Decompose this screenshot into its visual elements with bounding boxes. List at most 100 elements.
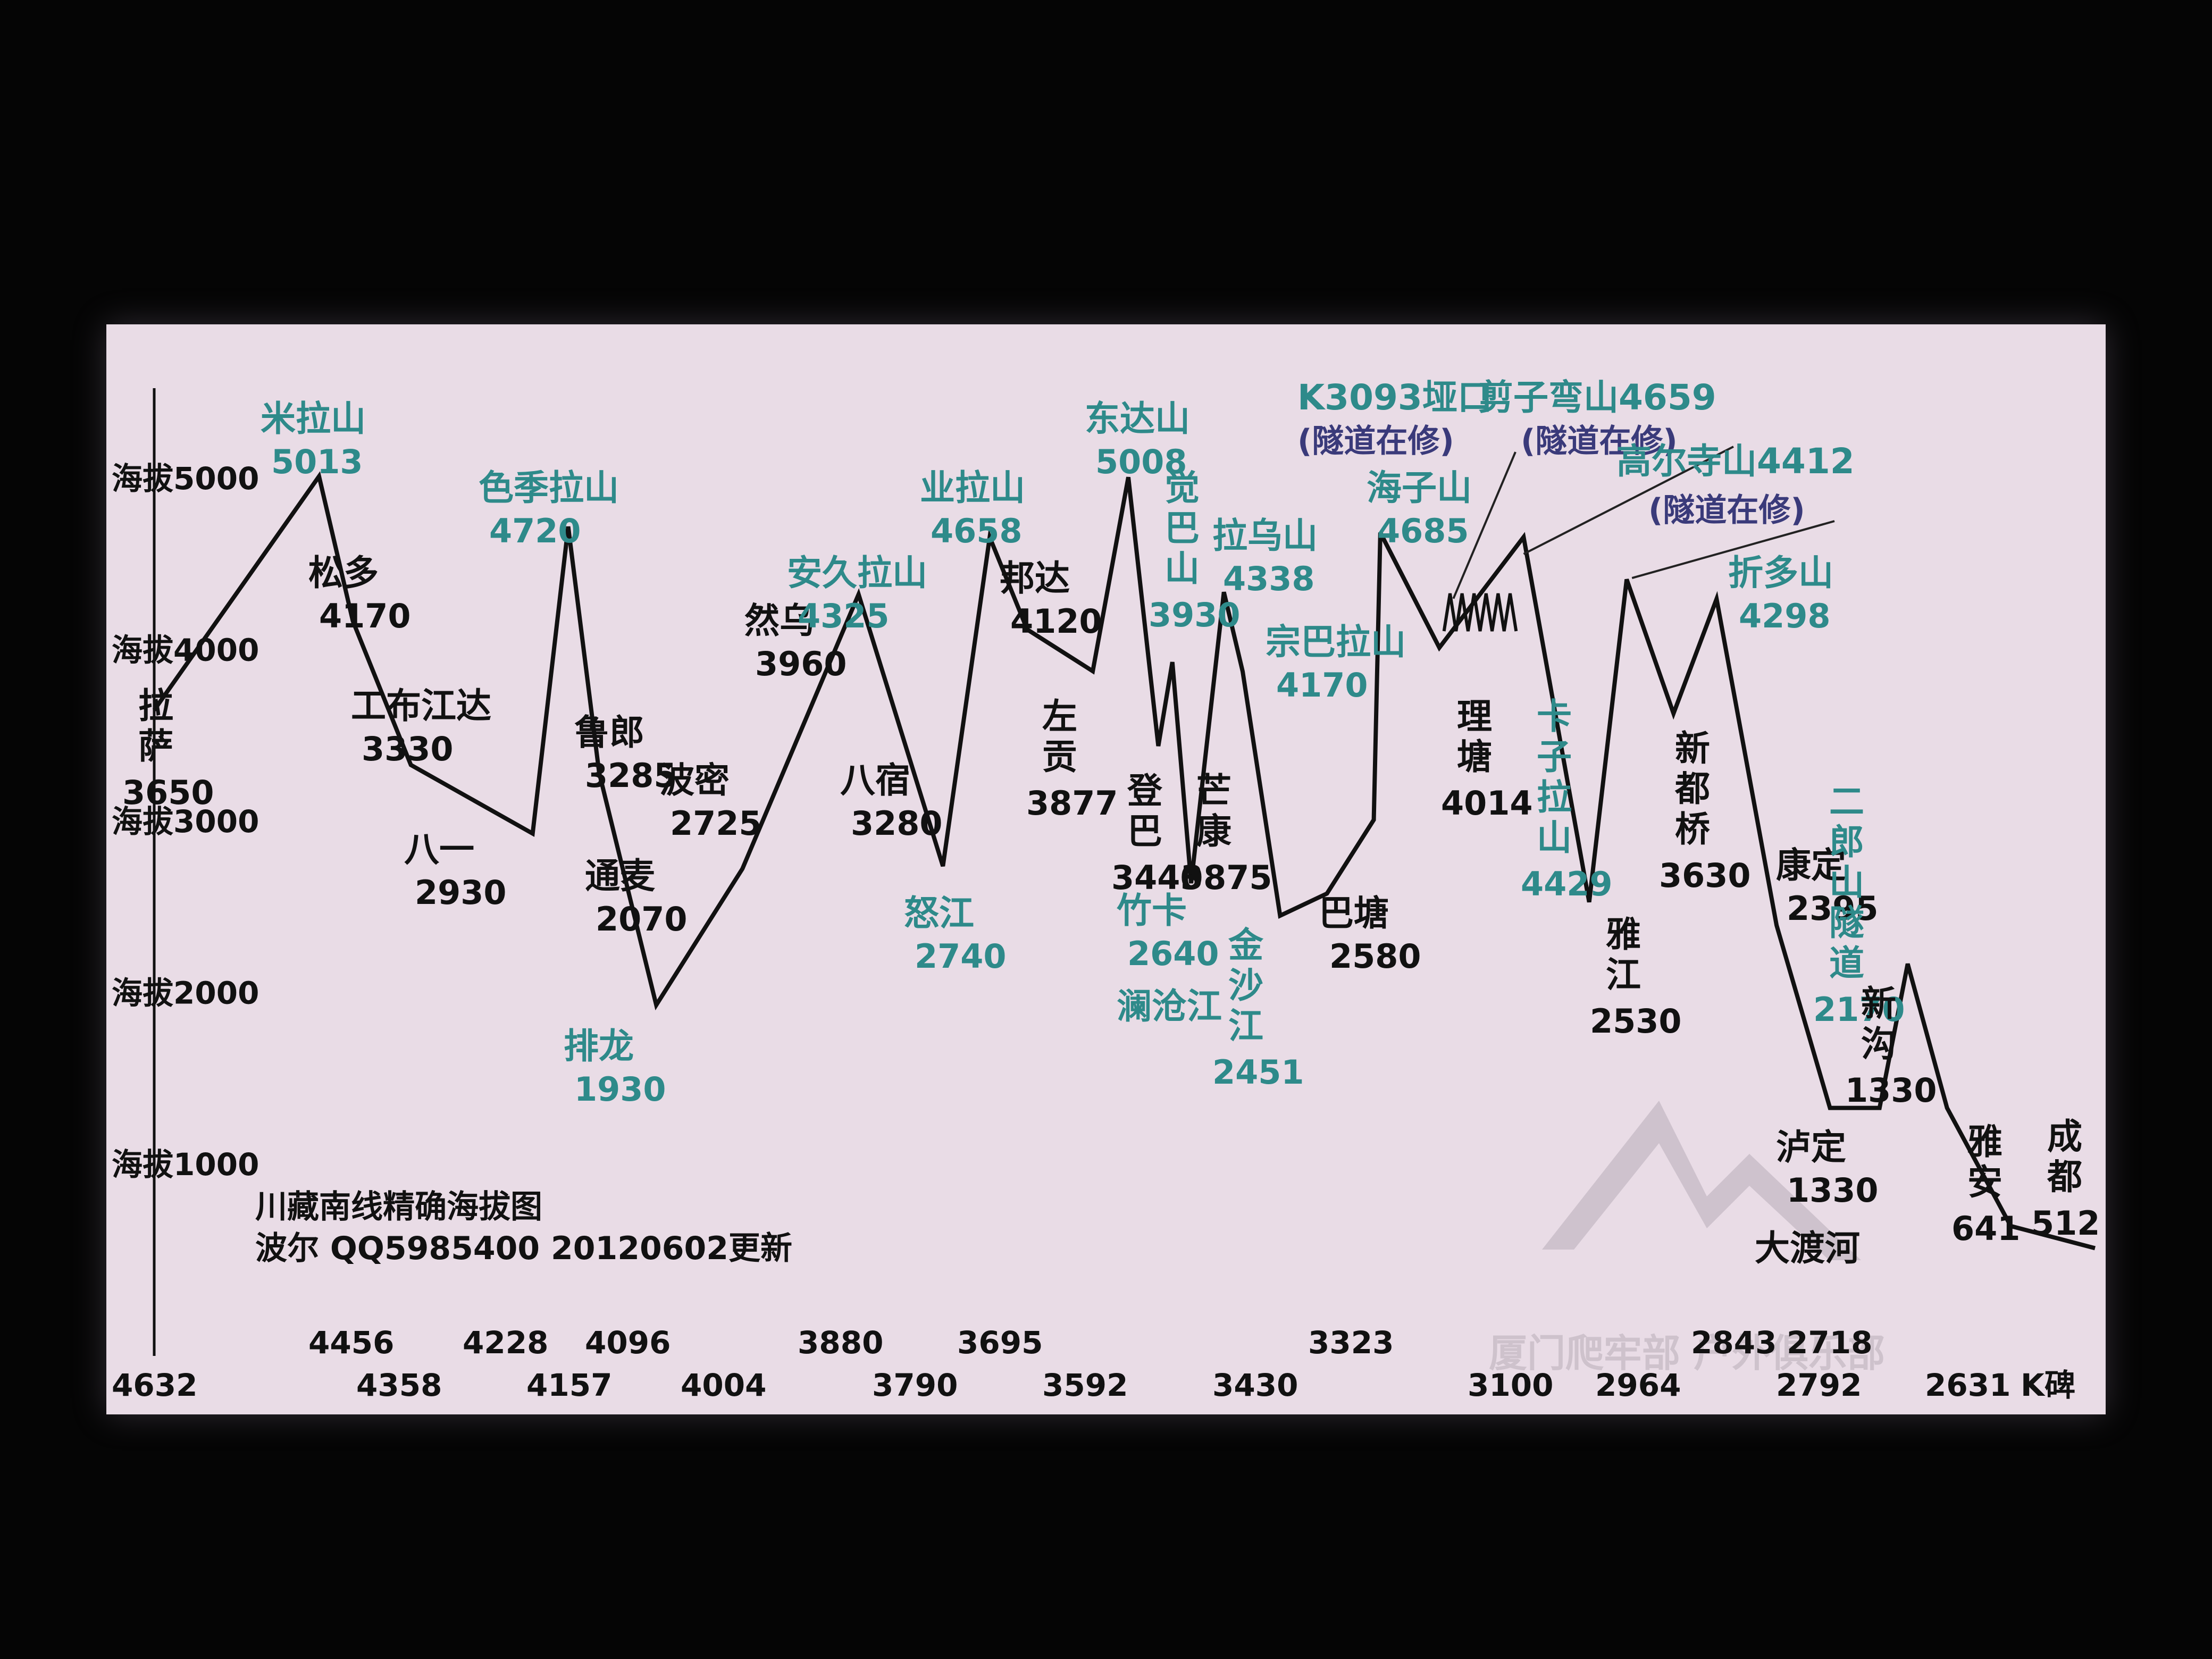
place-name: 高尔寺山4412 [1616, 441, 1855, 482]
x-tick-label: 4096 [585, 1325, 671, 1361]
place-name-char: 拉 [1537, 777, 1572, 818]
place-label: 成都 512 [2031, 1116, 2100, 1243]
place-altitude: 3650 [122, 773, 214, 812]
place-name-char: 山 [1537, 817, 1572, 858]
x-tick-label: 3790 [872, 1367, 958, 1403]
place-name-char: 卡 [1537, 696, 1572, 737]
place-label: 拉萨 3650 [122, 685, 214, 812]
place-name: 八宿 [840, 760, 910, 801]
place-name-char: 康 [1196, 811, 1231, 852]
x-tick-label: 2718 [1787, 1325, 1872, 1361]
place-name-char: 理 [1457, 696, 1492, 737]
place-name-char: 芒 [1196, 770, 1231, 811]
x-tick-label: 4632 [112, 1367, 197, 1403]
place-name: 鲁郎 [574, 712, 644, 753]
place-label: 雅江 2530 [1590, 914, 1682, 1041]
place-altitude: 2070 [596, 900, 688, 939]
place-name-char: 都 [2047, 1157, 2082, 1197]
place-name-char: 登 [1127, 770, 1163, 811]
place-name-char: 隧 [1829, 902, 1864, 943]
place-altitude: 4170 [1276, 666, 1368, 705]
place-labels: 拉萨3650米拉山5013松多4170工布江达3330八一2930色季拉山472… [122, 377, 2100, 1269]
y-tick-label: 海拔5000 [112, 460, 259, 497]
place-altitude: 2451 [1212, 1053, 1304, 1092]
place-name: 竹卡 [1117, 890, 1187, 931]
place-altitude: 4338 [1223, 559, 1315, 598]
place-name: 波密 [659, 760, 730, 801]
wiggle-line [1442, 593, 1518, 632]
y-tick-label: 海拔3000 [112, 803, 259, 840]
place-name-char: 金 [1228, 925, 1264, 966]
place-name: 大渡河 [1755, 1228, 1860, 1269]
place-altitude: 2725 [670, 804, 762, 843]
place-altitude: 4685 [1377, 512, 1469, 550]
elevation-line [152, 471, 2096, 1251]
place-name-char: 二 [1829, 781, 1864, 822]
x-tick-label: 3100 [1468, 1367, 1553, 1403]
place-altitude: 3875 [1180, 858, 1272, 897]
x-tick-label: 4228 [463, 1325, 548, 1361]
place-name-char: 安 [1967, 1162, 2002, 1203]
place-name-char: 拉 [138, 685, 173, 726]
place-name-char: 巴 [1164, 508, 1200, 549]
place-altitude: 2530 [1590, 1002, 1682, 1041]
place-altitude: 4170 [319, 597, 411, 635]
place-label: 色季拉山 4720 [479, 467, 619, 550]
place-name: 澜沧江 [1117, 986, 1222, 1027]
place-altitude: 3930 [1149, 596, 1241, 634]
place-note: (隧道在修) [1648, 492, 1805, 529]
y-tick-labels: 海拔5000 海拔4000 海拔3000 海拔2000 海拔1000 [112, 460, 259, 1183]
place-label: 金沙江 2451 [1212, 925, 1304, 1092]
place-altitude: 3280 [851, 804, 943, 843]
place-name: 排龙 [564, 1026, 634, 1067]
annotation-pointers [1452, 446, 1835, 599]
place-altitude: 1930 [574, 1070, 666, 1109]
x-tick-label: 4358 [356, 1367, 442, 1403]
place-altitude: 3630 [1659, 856, 1751, 895]
x-tick-label: 2792 [1776, 1367, 1862, 1403]
place-label: 剪子弯山4659 [1478, 377, 1716, 418]
monitor-screen: 厦门爬牢部 户外俱乐部 海拔5000 海拔4000 海拔3000 海拔2000 海拔10… [106, 324, 2106, 1414]
pointer-line [1631, 520, 1835, 579]
place-name-char: 萨 [138, 726, 173, 767]
place-label: 折多山 4298 [1728, 552, 1833, 635]
place-name: 剪子弯山4659 [1478, 377, 1716, 418]
place-label: (隧道在修) [1648, 492, 1805, 529]
place-name-char: 子 [1537, 736, 1572, 777]
place-name: 八一 [404, 829, 474, 870]
x-tick-label: 4004 [681, 1367, 766, 1403]
place-name-char: 巴 [1127, 811, 1162, 852]
place-altitude: 3877 [1026, 784, 1118, 823]
watermark-logo: 厦门爬牢部 户外俱乐部 [1489, 1101, 1885, 1376]
elevation-chart: 厦门爬牢部 户外俱乐部 海拔5000 海拔4000 海拔3000 海拔2000 海拔10… [112, 377, 2100, 1403]
place-altitude: 4120 [1010, 602, 1102, 641]
place-label: 雅安 641 [1951, 1121, 2020, 1248]
place-name: 康定 [1776, 845, 1846, 886]
place-label: 左贡 3877 [1026, 696, 1118, 823]
place-altitude: 3330 [362, 730, 454, 768]
place-name: 怒江 [904, 893, 974, 934]
place-name-char: 左 [1042, 696, 1077, 737]
place-label: 海子山 4685 [1367, 467, 1472, 550]
place-altitude: 2395 [1787, 889, 1879, 928]
place-label: 工布江达 3330 [351, 685, 491, 768]
place-name: K3093垭口 [1297, 377, 1493, 418]
place-altitude: 2170 [1813, 990, 1905, 1029]
pointer-line [1523, 446, 1734, 555]
place-label: 觉巴山 3930 [1149, 467, 1241, 634]
place-label: 高尔寺山4412 [1616, 441, 1855, 482]
place-name-char: 山 [1164, 548, 1200, 589]
place-altitude: 4658 [931, 512, 1023, 550]
watermark-text: 厦门爬牢部 户外俱乐部 [1489, 1331, 1885, 1376]
place-note: (隧道在修) [1297, 423, 1454, 460]
